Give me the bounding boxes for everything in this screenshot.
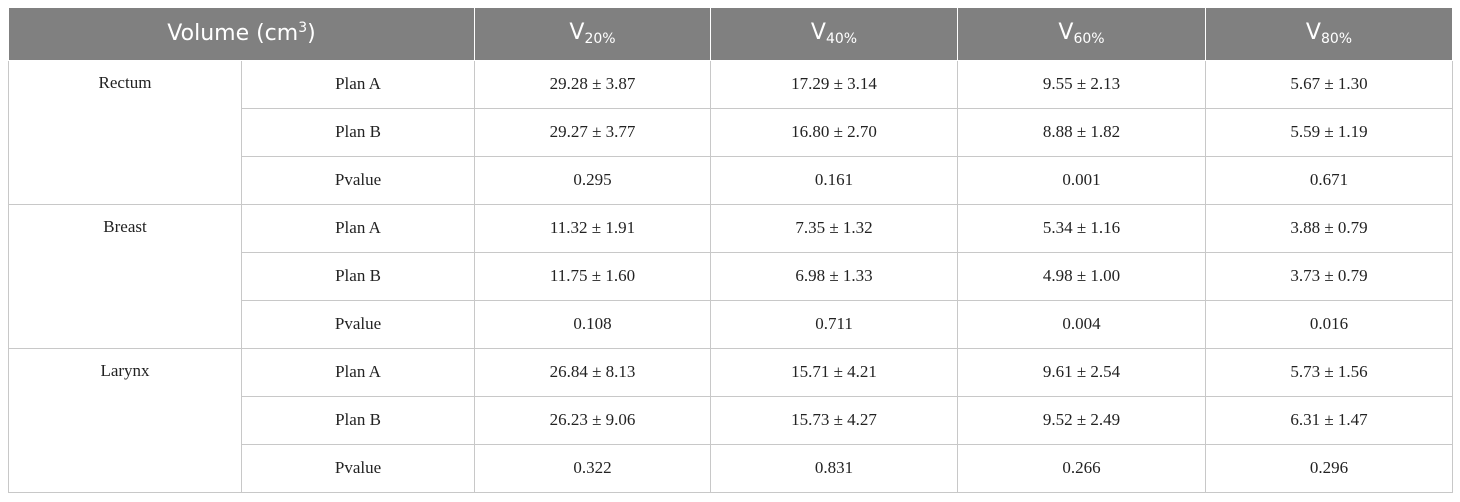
- header-row: Volume (cm3) V20% V40% V60% V80%: [7, 8, 1454, 61]
- table-row: Pvalue 0.295 0.161 0.001 0.671: [9, 155, 1454, 205]
- row-label: Pvalue: [240, 155, 476, 205]
- row-label: Pvalue: [240, 299, 476, 349]
- header-v20: V20%: [474, 8, 712, 61]
- row-label: Plan B: [240, 107, 476, 157]
- header-v60: V60%: [957, 8, 1207, 61]
- table-cell: 26.23 ± 9.06: [474, 395, 712, 445]
- row-label: Plan B: [240, 395, 476, 445]
- row-label: Plan A: [240, 203, 476, 253]
- table-cell: 5.34 ± 1.16: [957, 203, 1207, 253]
- table-cell: 4.98 ± 1.00: [957, 251, 1207, 301]
- table-row: Breast Plan A 11.32 ± 1.91 7.35 ± 1.32 5…: [8, 203, 1454, 349]
- table-cell: 26.84 ± 8.13: [474, 347, 712, 397]
- table-row: Pvalue 0.322 0.831 0.266 0.296: [9, 443, 1454, 493]
- table-cell: 0.296: [1205, 443, 1454, 493]
- table-cell: 9.61 ± 2.54: [957, 347, 1207, 397]
- table-cell: 8.88 ± 1.82: [957, 107, 1207, 157]
- table-cell: 29.27 ± 3.77: [474, 107, 712, 157]
- table-row: Larynx Plan A 26.84 ± 8.13 15.71 ± 4.21 …: [8, 347, 1454, 493]
- header-v40: V40%: [710, 8, 959, 61]
- row-label: Pvalue: [240, 443, 476, 493]
- table-cell: 6.98 ± 1.33: [710, 251, 959, 301]
- table-cell: 11.32 ± 1.91: [474, 203, 712, 253]
- table-cell: 0.295: [474, 155, 712, 205]
- table-cell: 3.88 ± 0.79: [1205, 203, 1454, 253]
- table-cell: 9.52 ± 2.49: [957, 395, 1207, 445]
- header-volume-label: Volume (cm: [167, 21, 299, 47]
- group-name-larynx: Larynx: [8, 347, 242, 493]
- table-cell: 29.28 ± 3.87: [474, 59, 712, 109]
- table-cell: 11.75 ± 1.60: [474, 251, 712, 301]
- table-cell: 0.266: [957, 443, 1207, 493]
- group-name-breast: Breast: [8, 203, 242, 349]
- table-cell: 0.671: [1205, 155, 1454, 205]
- table-row: Plan B 29.27 ± 3.77 16.80 ± 2.70 8.88 ± …: [9, 107, 1454, 157]
- table-cell: 16.80 ± 2.70: [710, 107, 959, 157]
- table-cell: 0.004: [957, 299, 1207, 349]
- group-name-rectum: Rectum: [8, 59, 242, 205]
- table-cell: 9.55 ± 2.13: [957, 59, 1207, 109]
- header-volume: Volume (cm3): [7, 8, 476, 61]
- table-row: Rectum Plan A 29.28 ± 3.87 17.29 ± 3.14 …: [8, 59, 1454, 205]
- header-volume-label-end: ): [307, 21, 316, 47]
- table-row: Plan B 11.75 ± 1.60 6.98 ± 1.33 4.98 ± 1…: [9, 251, 1454, 301]
- header-volume-unit-sup: 3: [298, 20, 308, 37]
- volume-comparison-table: Volume (cm3) V20% V40% V60% V80% Rectum …: [7, 8, 1454, 493]
- table-cell: 6.31 ± 1.47: [1205, 395, 1454, 445]
- table-cell: 0.161: [710, 155, 959, 205]
- table-cell: 5.73 ± 1.56: [1205, 347, 1454, 397]
- table-cell: 15.73 ± 4.27: [710, 395, 959, 445]
- table-cell: 0.711: [710, 299, 959, 349]
- row-label: Plan A: [240, 59, 476, 109]
- table-cell: 0.001: [957, 155, 1207, 205]
- row-label: Plan B: [240, 251, 476, 301]
- table-cell: 7.35 ± 1.32: [710, 203, 959, 253]
- table-cell: 5.59 ± 1.19: [1205, 107, 1454, 157]
- table-row: Pvalue 0.108 0.711 0.004 0.016: [9, 299, 1454, 349]
- table-cell: 0.016: [1205, 299, 1454, 349]
- table-cell: 5.67 ± 1.30: [1205, 59, 1454, 109]
- table-cell: 15.71 ± 4.21: [710, 347, 959, 397]
- table-cell: 3.73 ± 0.79: [1205, 251, 1454, 301]
- table-row: Plan B 26.23 ± 9.06 15.73 ± 4.27 9.52 ± …: [9, 395, 1454, 445]
- table-cell: 0.322: [474, 443, 712, 493]
- row-label: Plan A: [240, 347, 476, 397]
- header-v80: V80%: [1205, 8, 1454, 61]
- table-cell: 0.831: [710, 443, 959, 493]
- table-cell: 0.108: [474, 299, 712, 349]
- table-cell: 17.29 ± 3.14: [710, 59, 959, 109]
